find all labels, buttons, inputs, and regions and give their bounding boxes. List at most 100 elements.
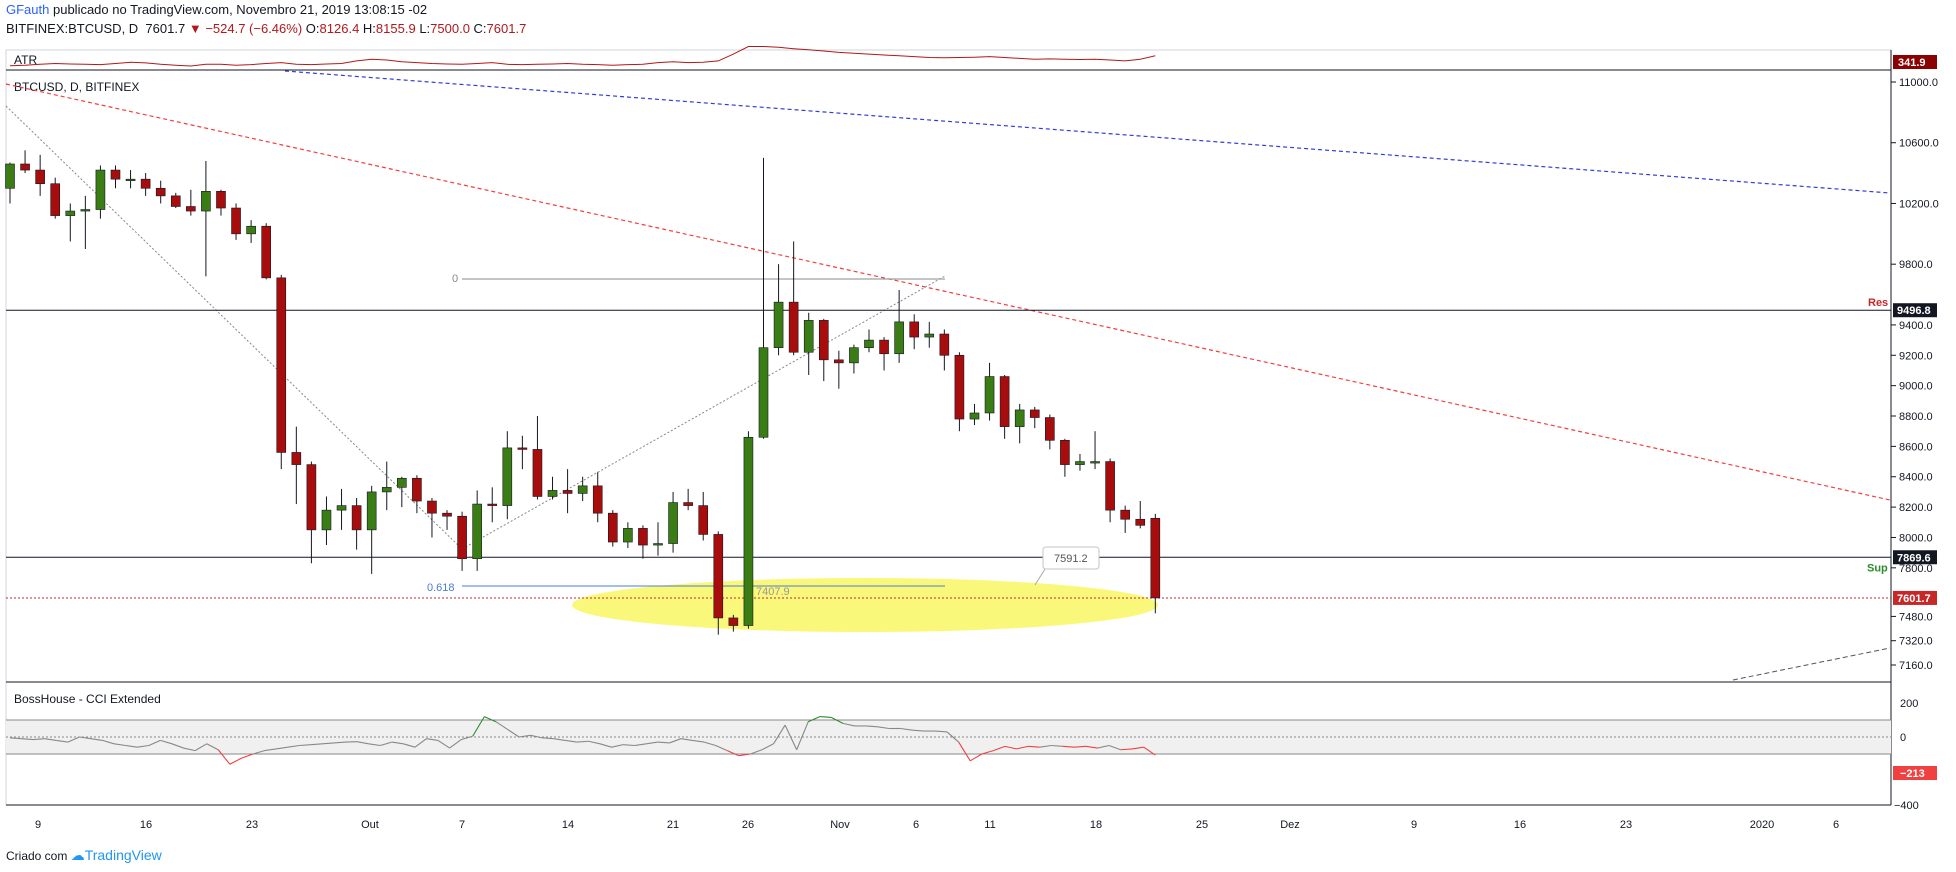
cci-segment (160, 739, 173, 745)
cci-segment (229, 757, 242, 765)
cci-segment (1051, 744, 1063, 747)
cci-segment (391, 741, 404, 745)
cci-segment (310, 743, 323, 746)
candle-body (110, 169, 121, 180)
cci-segment (90, 738, 103, 741)
cci-segment (507, 728, 520, 738)
time-tick-label: 18 (1090, 819, 1102, 831)
close-label: C: (473, 21, 487, 36)
price-tick-label: 7160.0 (1899, 660, 1933, 672)
candle-body (306, 464, 317, 531)
cci-segment (1016, 745, 1029, 750)
cci-segment (958, 741, 971, 762)
candle-body (276, 277, 287, 453)
annotation-price: 7591.2 (1054, 553, 1088, 565)
cci-segment (715, 744, 728, 752)
cci-segment (102, 739, 115, 745)
candle-body (728, 617, 739, 626)
candle-body (577, 485, 588, 494)
cci-segment (935, 730, 948, 733)
cci-segment (877, 726, 890, 730)
atr-value-text: 341.9 (1898, 57, 1926, 69)
candle-body (231, 207, 241, 235)
candle-body (683, 502, 693, 506)
annotation-box (1042, 546, 1100, 570)
tradingview-brand[interactable]: TradingView (84, 847, 162, 863)
candle-body (381, 487, 392, 493)
tradingview-logo-icon[interactable]: ☁ (70, 847, 85, 863)
low-label: L: (419, 21, 431, 36)
time-tick-label: 23 (246, 819, 258, 831)
candle-body (999, 376, 1010, 427)
time-tick-label: 6 (1833, 819, 1839, 831)
price-tick-label: 7480.0 (1899, 611, 1933, 623)
publish-info: GFauth publicado no TradingView.com, Nov… (6, 2, 427, 17)
price-change: −524.7 (−6.46%) (205, 21, 303, 36)
time-tick-label: 6 (913, 819, 919, 831)
candle-body (638, 528, 648, 546)
time-tick-label: 26 (742, 819, 754, 831)
candle-body (35, 169, 45, 185)
price-tick-label: 7800.0 (1899, 563, 1933, 575)
cci-segment (125, 744, 138, 748)
candle-body (186, 206, 196, 212)
time-tick-label: 21 (667, 819, 679, 831)
cci-segment (171, 743, 184, 749)
res-value-text: 9496.8 (1897, 305, 1931, 317)
cci-segment (449, 739, 462, 749)
time-tick-label: 25 (1196, 819, 1208, 831)
candle-body (1105, 461, 1115, 511)
cci-segment (67, 736, 80, 743)
cci-segment (969, 753, 983, 762)
price-tick-label: 9000.0 (1899, 381, 1933, 393)
annotation-pointer (1034, 568, 1046, 586)
fib-zero-label: 0 (452, 273, 458, 285)
close-value: 7601.7 (486, 21, 527, 36)
price-tick-label: 8800.0 (1899, 411, 1933, 423)
cci-segment (842, 722, 855, 727)
time-tick-label: Dez (1280, 819, 1300, 831)
cci-segment (680, 738, 693, 741)
time-tick-label: 14 (562, 819, 574, 831)
time-axis[interactable]: 9 16 23 Out 7 14 21 26 Nov 6 11 18 25 Dez 9 16 23 2020 6 (35, 819, 1839, 831)
cci-segment (553, 738, 566, 741)
cci-segment (252, 750, 265, 755)
cci-segment (183, 747, 196, 752)
last-value-badge (1893, 590, 1937, 605)
time-tick-label: 16 (140, 819, 152, 831)
cci-segment (773, 724, 786, 745)
cci-segment (669, 738, 682, 744)
candle-body (517, 447, 528, 450)
candle-body (261, 225, 271, 279)
price-tick-label: 9200.0 (1899, 350, 1933, 362)
candle-body (20, 163, 30, 171)
candle-body (321, 509, 332, 531)
cci-segment (1120, 748, 1133, 751)
candle-body (562, 490, 573, 494)
candle-body (125, 178, 136, 181)
cci-segment (808, 716, 821, 723)
candle-body (201, 191, 211, 212)
candle-body (1029, 409, 1040, 418)
cci-segment (1004, 745, 1017, 750)
candle-body (427, 500, 437, 514)
price-pane-label: BTCUSD, D, BITFINEX (14, 80, 139, 94)
price-axis[interactable]: 11000.0 10600.0 10200.0 9800.0 9400.0 9200.0 9… (1891, 77, 1939, 672)
time-tick-label: Out (361, 819, 379, 831)
candle-body (1060, 440, 1070, 465)
cci-segment (1062, 745, 1075, 748)
price-tick-label: 9800.0 (1899, 259, 1933, 271)
fib-leg-down (5, 105, 463, 550)
cci-segment (1108, 744, 1121, 751)
author-link[interactable]: GFauth (6, 2, 50, 17)
candle-body (412, 477, 422, 502)
cci-segment (79, 736, 92, 740)
price-tick-label: 7320.0 (1899, 636, 1933, 648)
cci-segment (461, 735, 473, 741)
cci-segment (727, 750, 740, 757)
candle-body (653, 543, 663, 546)
cci-segment (356, 741, 369, 745)
cci-segment (1074, 745, 1086, 748)
